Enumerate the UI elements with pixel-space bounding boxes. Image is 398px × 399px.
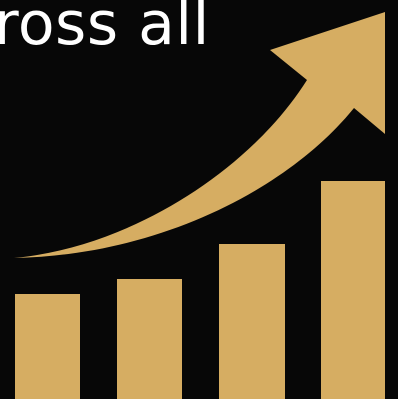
- bar-4: [321, 181, 385, 399]
- bar-2: [117, 279, 182, 399]
- trend-arrow: [14, 12, 385, 258]
- headline: ross all: [0, 0, 210, 59]
- bar-3: [219, 244, 285, 399]
- bar-1: [15, 294, 80, 399]
